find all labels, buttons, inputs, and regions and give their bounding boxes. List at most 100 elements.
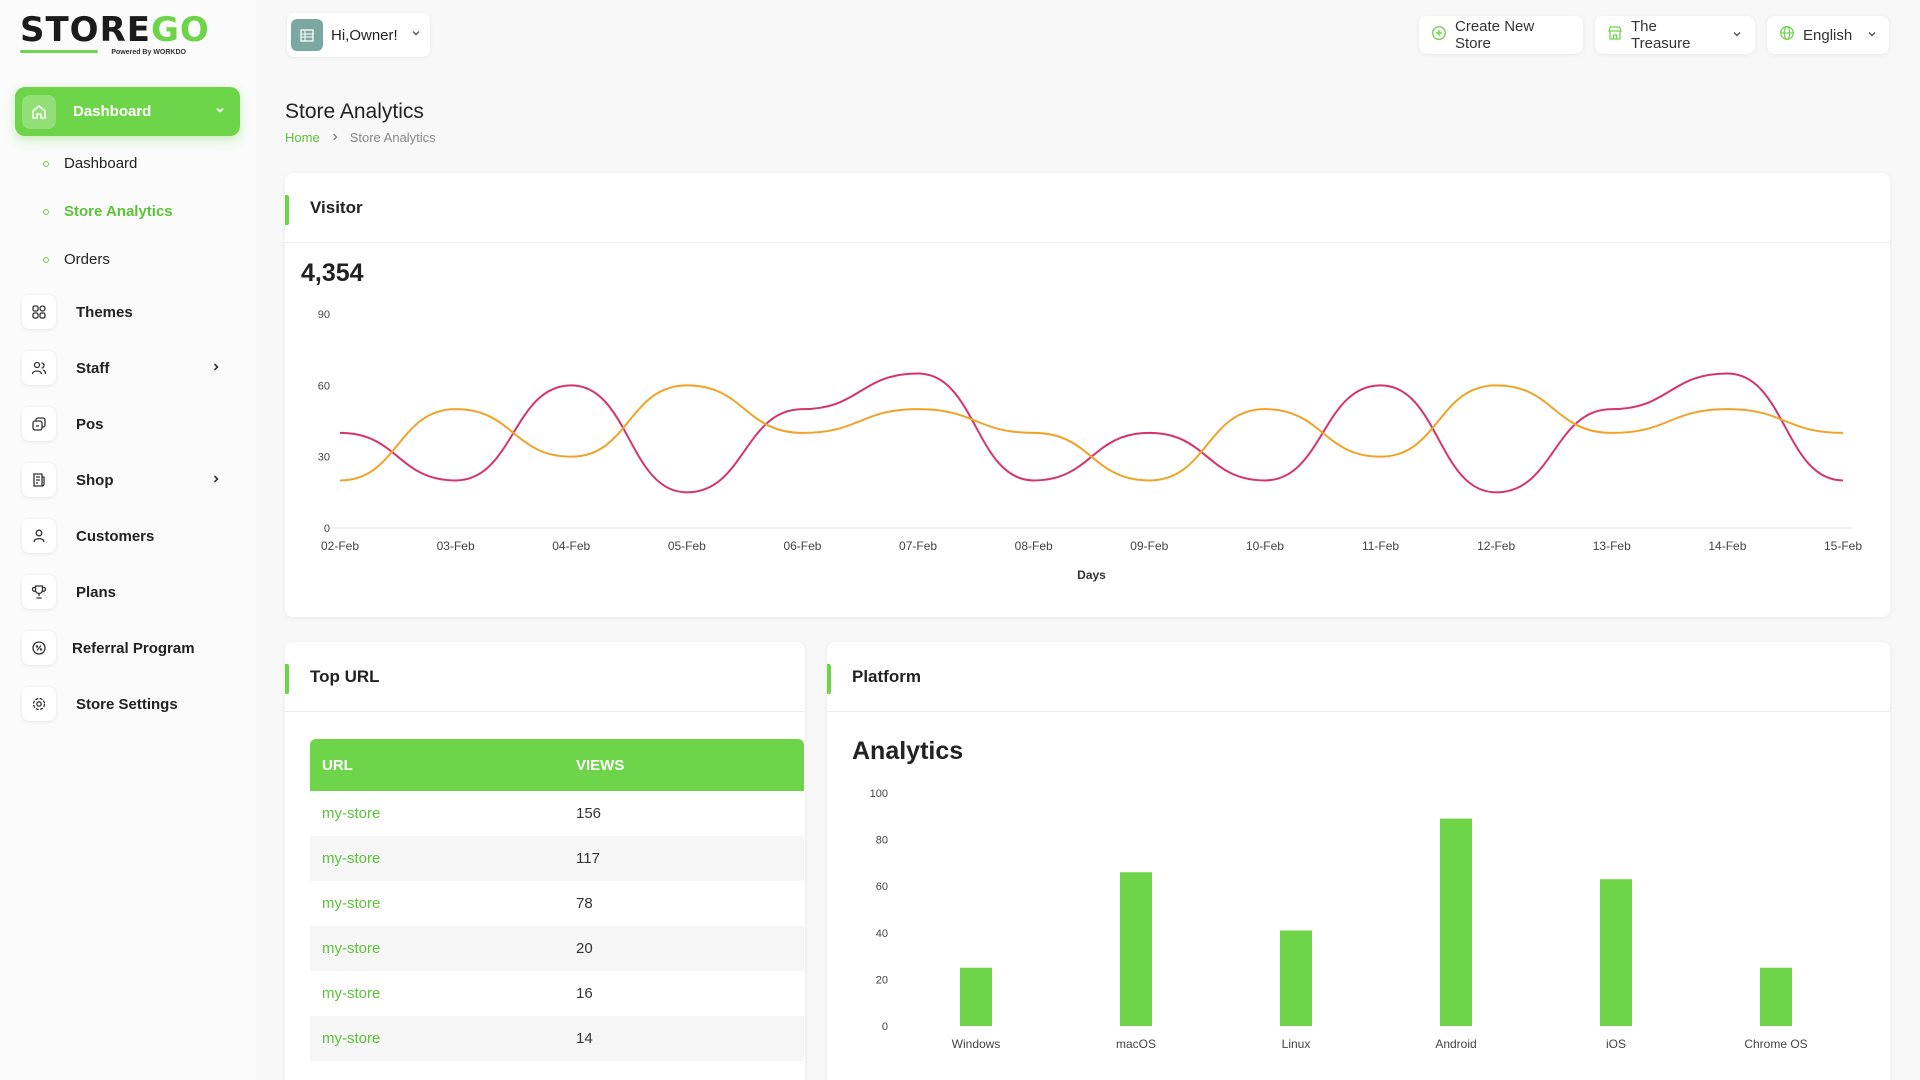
platform-card: Platform Analytics 0 20 40 60 80 100 Windows ma… bbox=[827, 642, 1890, 1080]
top-url-table: URL VIEWS my-store 156 my-store 117 my-sto… bbox=[310, 739, 804, 1061]
sidebar-item-label: Store Settings bbox=[76, 695, 178, 713]
bar-chrome-os bbox=[1760, 967, 1792, 1026]
sidebar-subitem-store-analytics[interactable]: Store Analytics bbox=[43, 203, 173, 220]
x-tick-label: 05-Feb bbox=[668, 539, 706, 553]
chevron-right-icon bbox=[210, 472, 222, 489]
sidebar-subitem-label: Dashboard bbox=[64, 155, 138, 172]
sidebar-item-staff[interactable]: Staff bbox=[22, 350, 242, 386]
views-cell: 117 bbox=[564, 836, 804, 881]
visitor-series-line-1 bbox=[339, 384, 1844, 482]
url-link[interactable]: my-store bbox=[322, 895, 381, 912]
x-tick-label: Linux bbox=[1282, 1037, 1311, 1051]
sidebar-item-label: Shop bbox=[76, 471, 114, 489]
home-icon bbox=[22, 94, 56, 129]
url-link[interactable]: my-store bbox=[310, 926, 564, 971]
table-row: my-store 16 bbox=[310, 971, 804, 1016]
sidebar-item-customers[interactable]: Customers bbox=[22, 518, 242, 554]
x-tick-label: Android bbox=[1435, 1037, 1476, 1051]
views-cell: 20 bbox=[564, 926, 804, 971]
x-tick-label: 12-Feb bbox=[1477, 539, 1515, 553]
url-link[interactable]: my-store bbox=[310, 836, 564, 881]
platform-chart-title: Analytics bbox=[852, 737, 964, 765]
sidebar-item-themes[interactable]: Themes bbox=[22, 294, 242, 330]
y-tick-label: 30 bbox=[318, 452, 330, 464]
x-tick-label: 14-Feb bbox=[1708, 539, 1746, 553]
user-icon bbox=[22, 519, 56, 553]
sidebar-subitem-orders[interactable]: Orders bbox=[43, 251, 110, 268]
bar-windows bbox=[960, 967, 992, 1026]
sidebar-item-dashboard-group[interactable]: Dashboard bbox=[15, 87, 240, 136]
chevron-down-icon bbox=[214, 103, 226, 121]
platform-card-title: Platform bbox=[852, 666, 921, 686]
table-row: my-store 20 bbox=[310, 926, 804, 971]
chevron-down-icon bbox=[410, 26, 422, 44]
sidebar-item-referral-program[interactable]: Referral Program bbox=[22, 630, 242, 666]
store-icon bbox=[1607, 25, 1623, 45]
sidebar-subitem-dashboard[interactable]: Dashboard bbox=[43, 155, 137, 172]
bar-ios bbox=[1600, 879, 1632, 1026]
url-link[interactable]: my-store bbox=[322, 985, 381, 1002]
x-tick-label: iOS bbox=[1606, 1037, 1626, 1051]
x-tick-label: 13-Feb bbox=[1593, 539, 1631, 553]
referral-icon bbox=[22, 631, 56, 665]
table-header-row: URL VIEWS bbox=[310, 739, 804, 791]
language-label: English bbox=[1803, 26, 1853, 44]
logo-subtitle: Powered By WORKDO bbox=[111, 49, 186, 56]
views-cell: 14 bbox=[564, 1016, 804, 1061]
avatar bbox=[291, 19, 323, 51]
create-new-store-button[interactable]: Create New Store bbox=[1419, 16, 1583, 54]
gear-icon bbox=[22, 687, 56, 721]
y-tick-label: 20 bbox=[876, 974, 888, 986]
x-tick-label: 07-Feb bbox=[899, 539, 937, 553]
chevron-down-icon bbox=[1866, 27, 1878, 44]
sidebar-item-label: Referral Program bbox=[72, 639, 195, 657]
bar-macos bbox=[1120, 872, 1152, 1026]
sidebar-item-pos[interactable]: Pos bbox=[22, 406, 242, 442]
y-tick-label: 100 bbox=[870, 788, 888, 800]
sidebar-item-label: Dashboard bbox=[73, 103, 152, 120]
sidebar-item-label: Staff bbox=[76, 359, 110, 377]
table-row: my-store 14 bbox=[310, 1016, 804, 1061]
user-greeting: Hi,Owner! bbox=[331, 26, 398, 44]
card-accent-bar bbox=[827, 664, 831, 694]
top-url-card: Top URL URL VIEWS my-store 156 my-store 11… bbox=[285, 642, 805, 1080]
column-header-url[interactable]: URL bbox=[310, 739, 564, 791]
breadcrumb-current: Store Analytics bbox=[349, 130, 436, 145]
sidebar-subitem-label: Store Analytics bbox=[64, 203, 173, 220]
sidebar-item-label: Pos bbox=[76, 415, 104, 433]
chevron-right-icon bbox=[210, 360, 222, 377]
sidebar: STOREGO Powered By WORKDO Dashboard Dash… bbox=[0, 0, 256, 1080]
y-tick-label: 80 bbox=[876, 835, 888, 847]
url-link[interactable]: my-store bbox=[310, 1016, 564, 1061]
x-tick-label: 04-Feb bbox=[552, 539, 590, 553]
globe-icon bbox=[1779, 25, 1795, 45]
url-link[interactable]: my-store bbox=[322, 805, 381, 822]
platform-card-header: Platform bbox=[827, 642, 1890, 712]
table-row: my-store 156 bbox=[310, 791, 804, 836]
sidebar-item-plans[interactable]: Plans bbox=[22, 574, 242, 610]
create-new-store-label: Create New Store bbox=[1455, 18, 1535, 52]
y-tick-label: 40 bbox=[876, 928, 888, 940]
x-tick-label: 08-Feb bbox=[1015, 539, 1053, 553]
sidebar-item-store-settings[interactable]: Store Settings bbox=[22, 686, 242, 722]
column-header-views[interactable]: VIEWS bbox=[564, 739, 804, 791]
logo-text-go: GO bbox=[151, 10, 210, 50]
bar-linux bbox=[1280, 930, 1312, 1026]
store-selector[interactable]: The Treasure bbox=[1595, 16, 1755, 54]
logo[interactable]: STOREGO Powered By WORKDO bbox=[20, 10, 209, 58]
sidebar-item-label: Customers bbox=[76, 527, 155, 545]
user-menu[interactable]: Hi,Owner! bbox=[287, 13, 430, 57]
breadcrumb-home-link[interactable]: Home bbox=[285, 130, 320, 145]
x-tick-label: 15-Feb bbox=[1824, 539, 1862, 553]
card-accent-bar bbox=[285, 664, 289, 694]
x-tick-label: 10-Feb bbox=[1246, 539, 1284, 553]
top-url-card-title: Top URL bbox=[310, 666, 380, 686]
users-icon bbox=[22, 351, 56, 385]
x-axis-title: Days bbox=[1077, 568, 1106, 582]
pos-icon bbox=[22, 407, 56, 441]
language-selector[interactable]: English bbox=[1767, 16, 1889, 54]
sidebar-item-shop[interactable]: Shop bbox=[22, 462, 242, 498]
logo-text-store: STORE bbox=[20, 10, 151, 50]
logo-underline bbox=[20, 50, 98, 53]
bullet-icon bbox=[43, 256, 49, 263]
